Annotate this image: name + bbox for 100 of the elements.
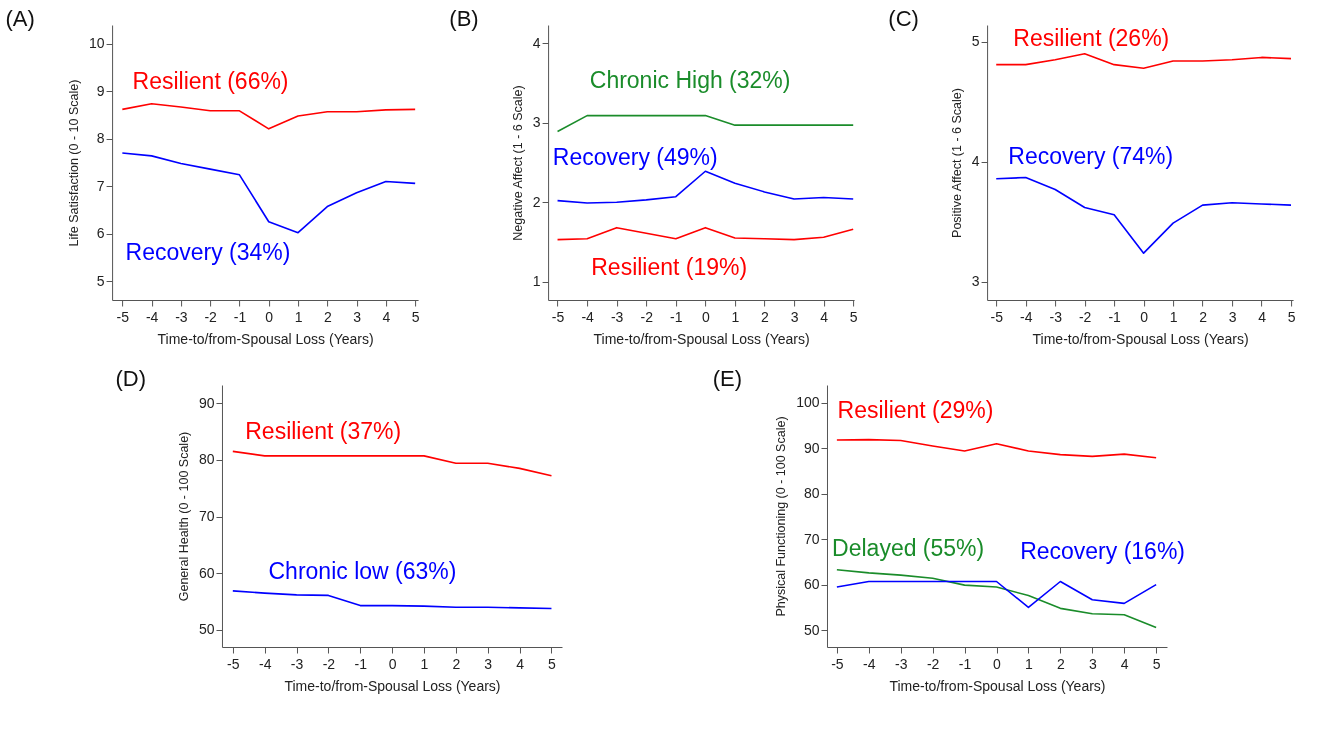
series-label: Recovery (49%) (552, 143, 718, 170)
y-tick-label: 2 (532, 193, 541, 210)
line-series (556, 170, 854, 204)
x-tick-label: 2 (1056, 655, 1065, 672)
y-tick-label: 3 (971, 273, 980, 290)
x-tick-label: -2 (204, 308, 218, 325)
y-tick-label: 90 (198, 394, 215, 411)
x-tick-label: 0 (993, 655, 1002, 672)
y-tick-label: 10 (89, 35, 105, 52)
series-label: Chronic High (32%) (589, 66, 791, 93)
line-series (836, 580, 1157, 609)
y-tick-label: 1 (532, 273, 541, 290)
series-label: Resilient (19%) (591, 254, 748, 281)
y-tick-label: 60 (198, 564, 215, 581)
x-tick-label: -1 (958, 655, 972, 672)
x-tick-label: -5 (831, 655, 844, 672)
line-series (556, 226, 854, 241)
x-tick-label: 4 (1258, 308, 1267, 325)
x-tick-label: 0 (388, 655, 397, 672)
x-tick-label: -4 (581, 308, 595, 325)
x-tick-label: -5 (990, 308, 1004, 325)
y-tick-label: 50 (803, 621, 820, 638)
line-series (232, 590, 553, 610)
x-tick-label: -5 (116, 308, 130, 325)
x-tick-label: -2 (1078, 308, 1092, 325)
x-tick-label: -2 (640, 308, 654, 325)
y-axis-title: Physical Functioning (0 - 100 Scale) (774, 416, 789, 617)
x-axis-title: Time-to/from-Spousal Loss (Years) (157, 330, 374, 347)
chart-title: (D) (115, 366, 146, 391)
y-tick-label: 7 (96, 177, 105, 194)
line-series (995, 176, 1292, 254)
x-tick-label: -5 (551, 308, 565, 325)
y-tick-label: 100 (796, 394, 820, 411)
x-tick-label: -2 (322, 655, 336, 672)
y-tick-label: 5 (971, 33, 980, 50)
y-axis-title: Positive Affect (1 - 6 Scale) (949, 88, 964, 238)
x-tick-label: -4 (1019, 308, 1033, 325)
line-series (121, 152, 416, 234)
x-tick-label: 0 (1140, 308, 1149, 325)
series-label: Recovery (74%) (1008, 143, 1174, 170)
x-tick-label: 1 (1169, 308, 1178, 325)
series-label: Resilient (26%) (1013, 25, 1170, 52)
x-tick-label: -1 (670, 308, 683, 325)
x-tick-label: -3 (610, 308, 624, 325)
series-label: Resilient (29%) (837, 396, 994, 423)
y-tick-label: 70 (803, 530, 820, 547)
x-tick-label: -3 (895, 655, 908, 672)
x-tick-label: 1 (731, 308, 740, 325)
y-axis-title: Life Satisfaction (0 - 10 Scale) (67, 79, 82, 247)
series-label: Recovery (34%) (125, 238, 291, 265)
x-tick-label: 5 (1287, 308, 1296, 325)
y-axis-title: General Health (0 - 100 Scale) (176, 431, 191, 602)
x-axis-title: Time-to/from-Spousal Loss (Years) (889, 677, 1106, 694)
x-tick-label: 3 (1228, 308, 1237, 325)
chart-title: (C) (888, 6, 919, 31)
x-tick-label: 3 (790, 308, 799, 325)
chart-title: (E) (712, 366, 742, 391)
y-tick-label: 60 (803, 576, 820, 593)
x-tick-label: 2 (452, 655, 461, 672)
line-series (836, 438, 1157, 459)
x-tick-label: -3 (175, 308, 188, 325)
x-tick-label: 4 (516, 655, 525, 672)
x-tick-label: 1 (294, 308, 303, 325)
x-tick-label: 5 (411, 308, 420, 325)
x-tick-label: 4 (1120, 655, 1129, 672)
x-tick-label: 3 (353, 308, 362, 325)
x-tick-label: 2 (323, 308, 332, 325)
x-tick-label: 0 (701, 308, 710, 325)
series-label: Resilient (37%) (245, 417, 402, 444)
line-series (836, 568, 1157, 629)
x-tick-label: -4 (258, 655, 272, 672)
x-axis-title: Time-to/from-Spousal Loss (Years) (593, 330, 810, 347)
x-tick-label: -1 (1108, 308, 1122, 325)
x-tick-label: 5 (1152, 655, 1161, 672)
x-tick-label: 5 (849, 308, 858, 325)
x-axis-title: Time-to/from-Spousal Loss (Years) (284, 677, 501, 694)
x-tick-label: -4 (863, 655, 876, 672)
y-tick-label: 9 (96, 82, 105, 99)
y-tick-label: 8 (96, 130, 105, 147)
x-tick-label: 2 (1199, 308, 1208, 325)
x-tick-label: 0 (265, 308, 274, 325)
chart-title: (A) (5, 6, 35, 31)
y-tick-label: 70 (198, 508, 215, 525)
x-tick-label: -1 (233, 308, 247, 325)
x-tick-label: 3 (1088, 655, 1097, 672)
y-tick-label: 4 (532, 34, 541, 51)
line-series (121, 102, 416, 130)
y-tick-label: 3 (532, 114, 541, 131)
x-tick-label: 1 (1025, 655, 1034, 672)
series-label: Recovery (16%) (1020, 537, 1186, 564)
y-tick-label: 80 (198, 451, 215, 468)
y-axis-title: Negative Affect (1 - 6 Scale) (510, 85, 525, 241)
x-tick-label: -2 (926, 655, 940, 672)
y-tick-label: 6 (96, 225, 105, 242)
x-tick-label: 3 (484, 655, 493, 672)
x-axis-title: Time-to/from-Spousal Loss (Years) (1032, 330, 1249, 347)
x-tick-label: -3 (290, 655, 304, 672)
x-tick-label: 5 (548, 655, 557, 672)
line-series (232, 450, 553, 477)
x-tick-label: -1 (354, 655, 368, 672)
